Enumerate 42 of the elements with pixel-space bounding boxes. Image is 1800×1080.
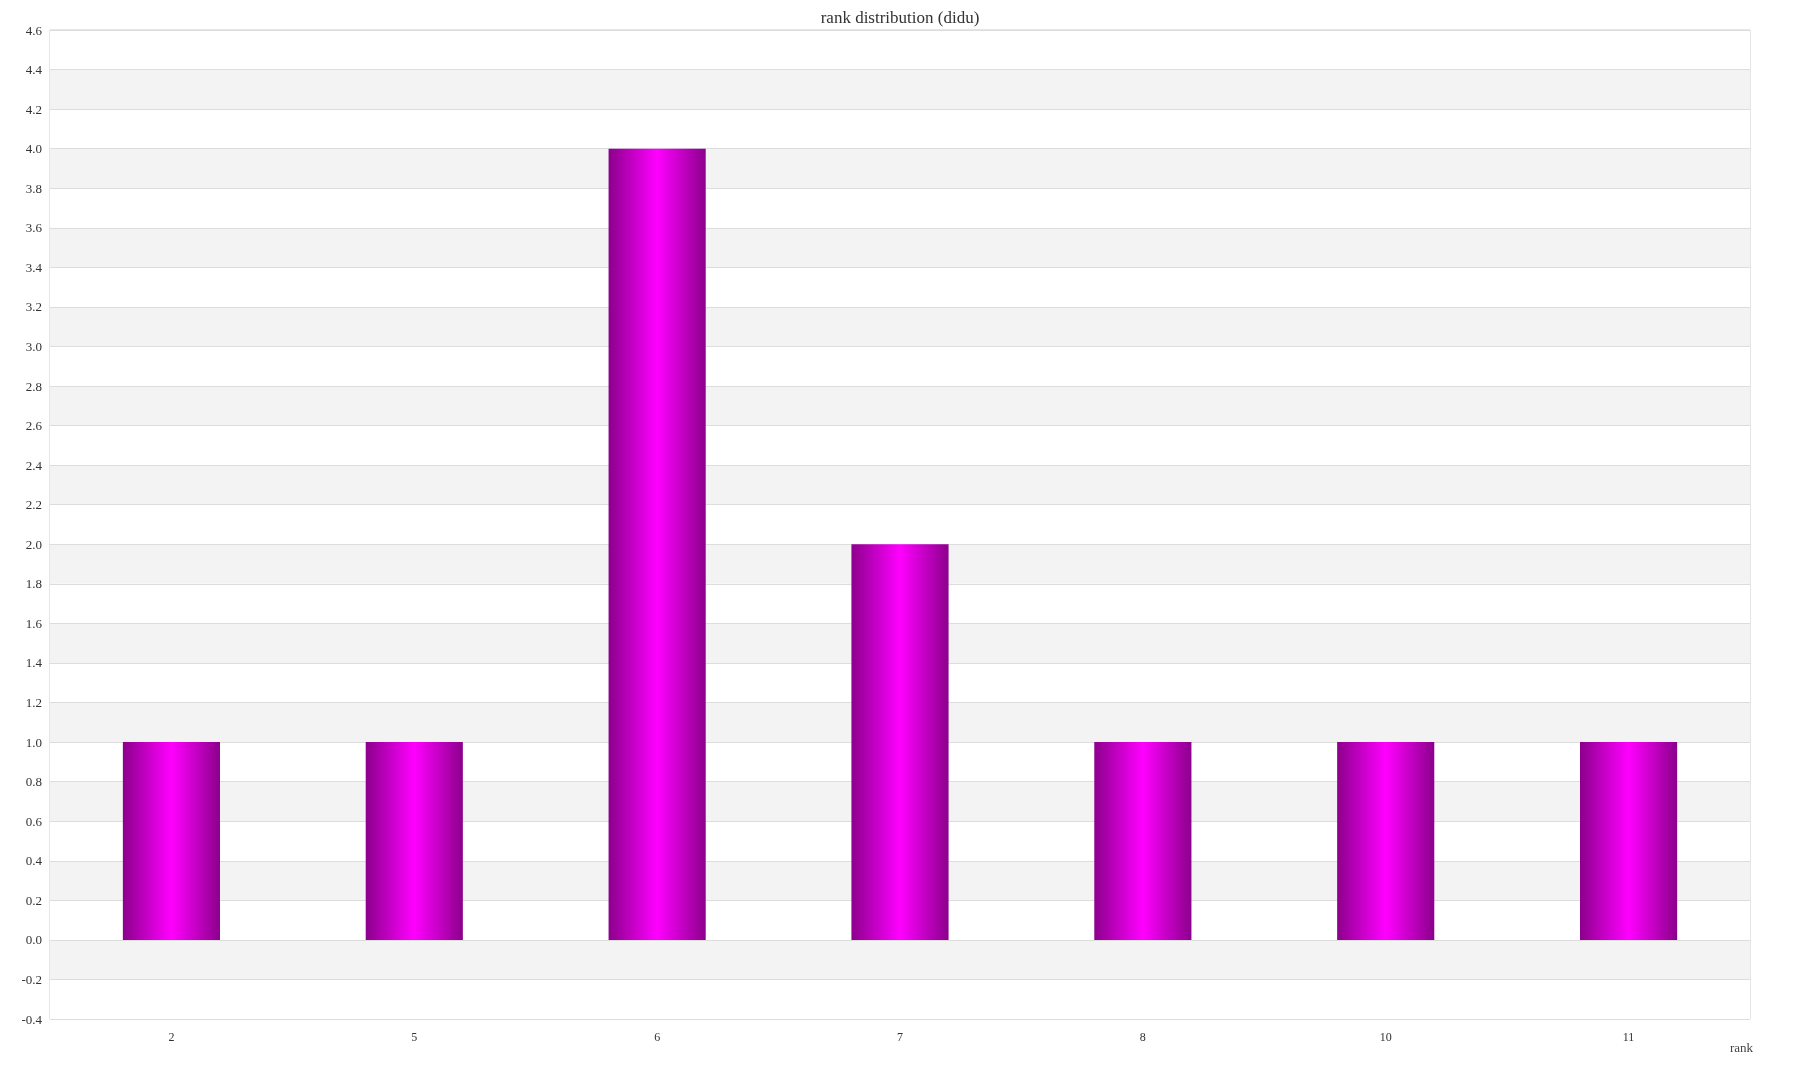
x-tick-label: 10 — [1379, 1030, 1392, 1044]
y-tick-label: 3.2 — [25, 299, 42, 315]
bar — [1337, 742, 1435, 940]
y-tick-label: 2.4 — [25, 457, 43, 473]
x-tick-label: 11 — [1622, 1030, 1635, 1044]
y-tick-label: 4.2 — [25, 101, 42, 117]
y-tick-label: 3.6 — [25, 220, 43, 236]
bar — [1094, 742, 1192, 940]
y-tick-label: 1.6 — [25, 615, 43, 631]
bar — [1580, 742, 1678, 940]
x-tick-label: 7 — [897, 1030, 903, 1044]
y-tick-label: 3.8 — [25, 180, 42, 196]
y-tick-label: 3.4 — [25, 259, 43, 275]
y-tick-label: 4.6 — [25, 22, 43, 38]
x-tick-label: 5 — [411, 1030, 418, 1044]
y-tick-label: 4.0 — [25, 141, 42, 157]
chart-title: rank distribution (didu) — [820, 8, 980, 27]
x-tick-label: 6 — [654, 1030, 661, 1044]
y-tick-label: 2.8 — [25, 378, 42, 394]
y-tick-label: -0.2 — [21, 971, 42, 987]
y-tick-label: 1.4 — [25, 655, 43, 671]
bar — [851, 544, 949, 940]
x-axis-title: rank — [1730, 1040, 1754, 1055]
y-tick-label: -0.4 — [21, 1011, 43, 1027]
x-tick-label: 8 — [1139, 1030, 1146, 1044]
y-tick-label: 1.8 — [25, 576, 42, 592]
bar — [365, 742, 463, 940]
y-tick-label: 3.0 — [25, 338, 42, 354]
y-tick-label: 4.4 — [25, 62, 43, 78]
y-tick-label: 2.2 — [25, 497, 42, 513]
y-tick-label: 0.0 — [25, 932, 42, 948]
y-tick-label: 2.0 — [25, 536, 42, 552]
y-tick-label: 1.0 — [25, 734, 42, 750]
y-tick-label: 0.8 — [25, 774, 42, 790]
y-tick-label: 0.6 — [25, 813, 43, 829]
bar — [122, 742, 220, 940]
y-tick-label: 0.4 — [25, 853, 43, 869]
bar — [608, 148, 706, 940]
y-tick-label: 1.2 — [25, 695, 42, 711]
y-tick-label: 2.6 — [25, 418, 43, 434]
x-tick-label: 2 — [168, 1030, 175, 1044]
y-tick-label: 0.2 — [25, 892, 42, 908]
